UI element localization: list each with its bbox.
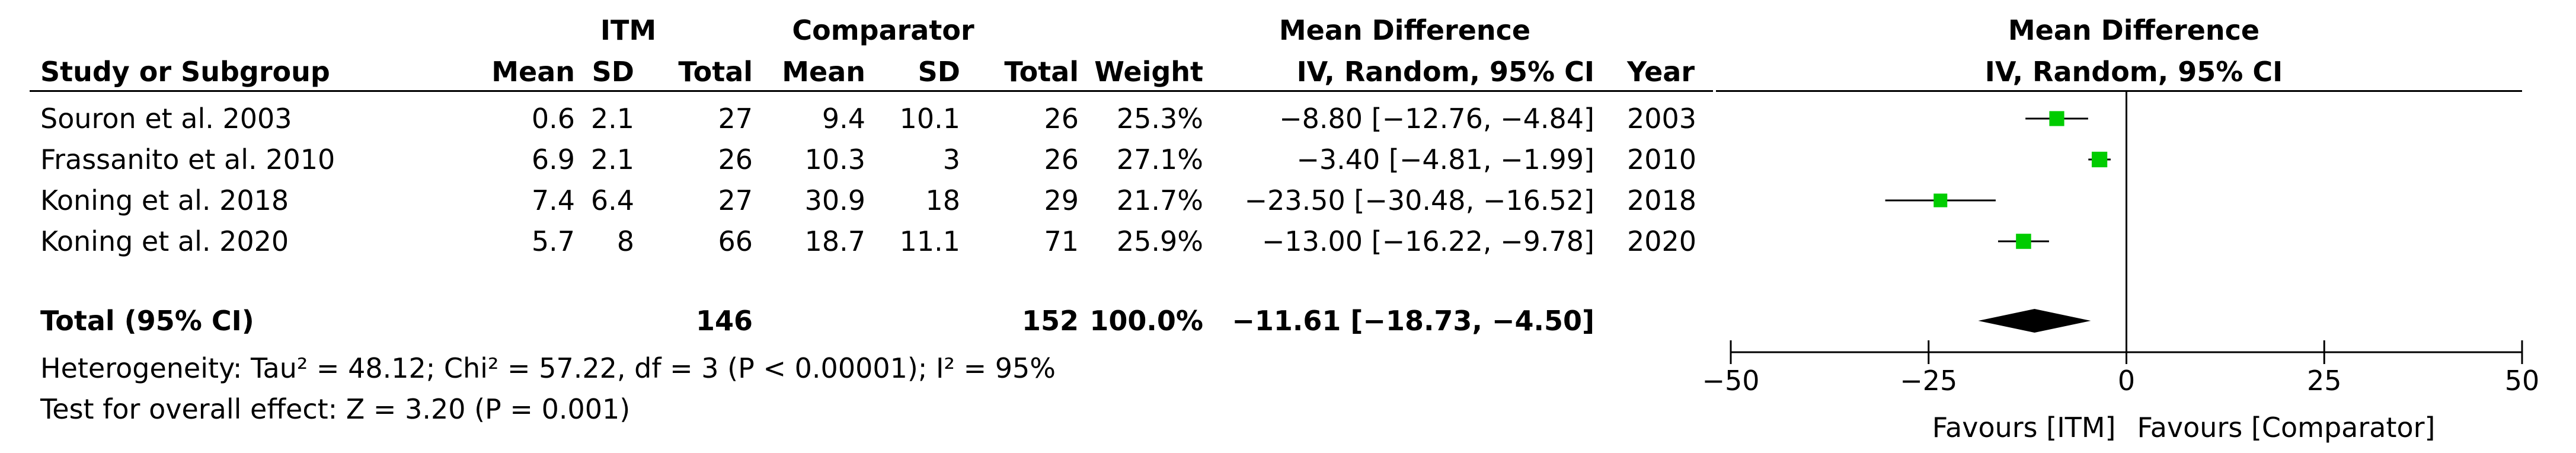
total-label: Total (95% CI) <box>40 305 254 337</box>
favours-left-label: Favours [ITM] <box>1932 411 2116 444</box>
comp-sd: 10.1 <box>899 103 960 135</box>
total-ci: −11.61 [−18.73, −4.50] <box>1232 305 1594 337</box>
itm-group-header: ITM <box>600 14 657 46</box>
plot-title: Mean Difference <box>2008 14 2260 46</box>
mean-difference-ci: −23.50 [−30.48, −16.52] <box>1244 184 1594 216</box>
comp-total: 71 <box>1044 225 1079 257</box>
x-tick-label: −50 <box>1702 365 1759 397</box>
comp-sd: 3 <box>942 143 960 176</box>
pooled-diamond <box>1978 309 2091 333</box>
itm-mean: 5.7 <box>531 225 575 257</box>
mean-difference-ci: −8.80 [−12.76, −4.84] <box>1279 103 1594 135</box>
study-point <box>2049 111 2064 126</box>
comp-sd: 18 <box>925 184 960 216</box>
total-weight: 100.0% <box>1089 305 1203 337</box>
itm-total: 27 <box>718 103 753 135</box>
weight: 21.7% <box>1116 184 1203 216</box>
comp-mean: 18.7 <box>804 225 865 257</box>
study-name: Frassanito et al. 2010 <box>40 143 335 176</box>
weight: 27.1% <box>1116 143 1203 176</box>
itm-total: 66 <box>718 225 753 257</box>
favours-right-label: Favours [Comparator] <box>2137 411 2436 444</box>
total-itm: 146 <box>695 305 753 337</box>
comp-sd: 11.1 <box>899 225 960 257</box>
comp-mean: 10.3 <box>804 143 865 176</box>
md-column-title: Mean Difference <box>1279 14 1531 46</box>
col-itm-total-header: Total <box>678 56 753 88</box>
study-name: Koning et al. 2020 <box>40 225 289 257</box>
comp-mean: 9.4 <box>822 103 865 135</box>
weight: 25.9% <box>1116 225 1203 257</box>
itm-sd: 6.4 <box>590 184 634 216</box>
col-year-header: Year <box>1627 56 1695 88</box>
col-weight-header: Weight <box>1094 56 1203 88</box>
comp-total: 26 <box>1044 143 1079 176</box>
year: 2010 <box>1627 143 1697 176</box>
mean-difference-ci: −3.40 [−4.81, −1.99] <box>1296 143 1594 176</box>
heterogeneity-stats: Heterogeneity: Tau² = 48.12; Chi² = 57.2… <box>40 352 1056 384</box>
comp-total: 29 <box>1044 184 1079 216</box>
x-tick-label: 25 <box>2307 365 2342 397</box>
x-tick-label: 50 <box>2505 365 2540 397</box>
itm-total: 26 <box>718 143 753 176</box>
col-comp-mean-header: Mean <box>782 56 865 88</box>
study-point <box>2016 234 2031 249</box>
comp-mean: 30.9 <box>804 184 865 216</box>
col-study-header: Study or Subgroup <box>40 56 330 88</box>
year: 2018 <box>1627 184 1697 216</box>
itm-sd: 2.1 <box>590 103 634 135</box>
itm-total: 27 <box>718 184 753 216</box>
itm-sd: 8 <box>616 225 634 257</box>
itm-mean: 0.6 <box>531 103 575 135</box>
col-comp-sd-header: SD <box>918 56 960 88</box>
comp-total: 26 <box>1044 103 1079 135</box>
col-comp-total-header: Total <box>1004 56 1079 88</box>
itm-mean: 6.9 <box>531 143 575 176</box>
mean-difference-ci: −13.00 [−16.22, −9.78] <box>1261 225 1594 257</box>
x-tick-label: 0 <box>2118 365 2135 397</box>
total-comp: 152 <box>1021 305 1079 337</box>
x-tick-label: −25 <box>1900 365 1957 397</box>
col-ci-header: IV, Random, 95% CI <box>1296 56 1594 88</box>
study-point <box>2091 151 2108 168</box>
study-name: Koning et al. 2018 <box>40 184 289 216</box>
right-header-rule <box>1716 90 2522 92</box>
year: 2020 <box>1627 225 1697 257</box>
year: 2003 <box>1627 103 1697 135</box>
study-point <box>1933 193 1948 208</box>
overall-effect-test: Test for overall effect: Z = 3.20 (P = 0… <box>40 393 631 425</box>
weight: 25.3% <box>1116 103 1203 135</box>
plot-subtitle: IV, Random, 95% CI <box>1984 56 2283 88</box>
left-header-rule <box>30 90 1713 92</box>
study-name: Souron et al. 2003 <box>40 103 292 135</box>
col-itm-sd-header: SD <box>592 56 634 88</box>
col-itm-mean-header: Mean <box>491 56 575 88</box>
comparator-group-header: Comparator <box>792 14 974 46</box>
itm-sd: 2.1 <box>590 143 634 176</box>
itm-mean: 7.4 <box>531 184 575 216</box>
